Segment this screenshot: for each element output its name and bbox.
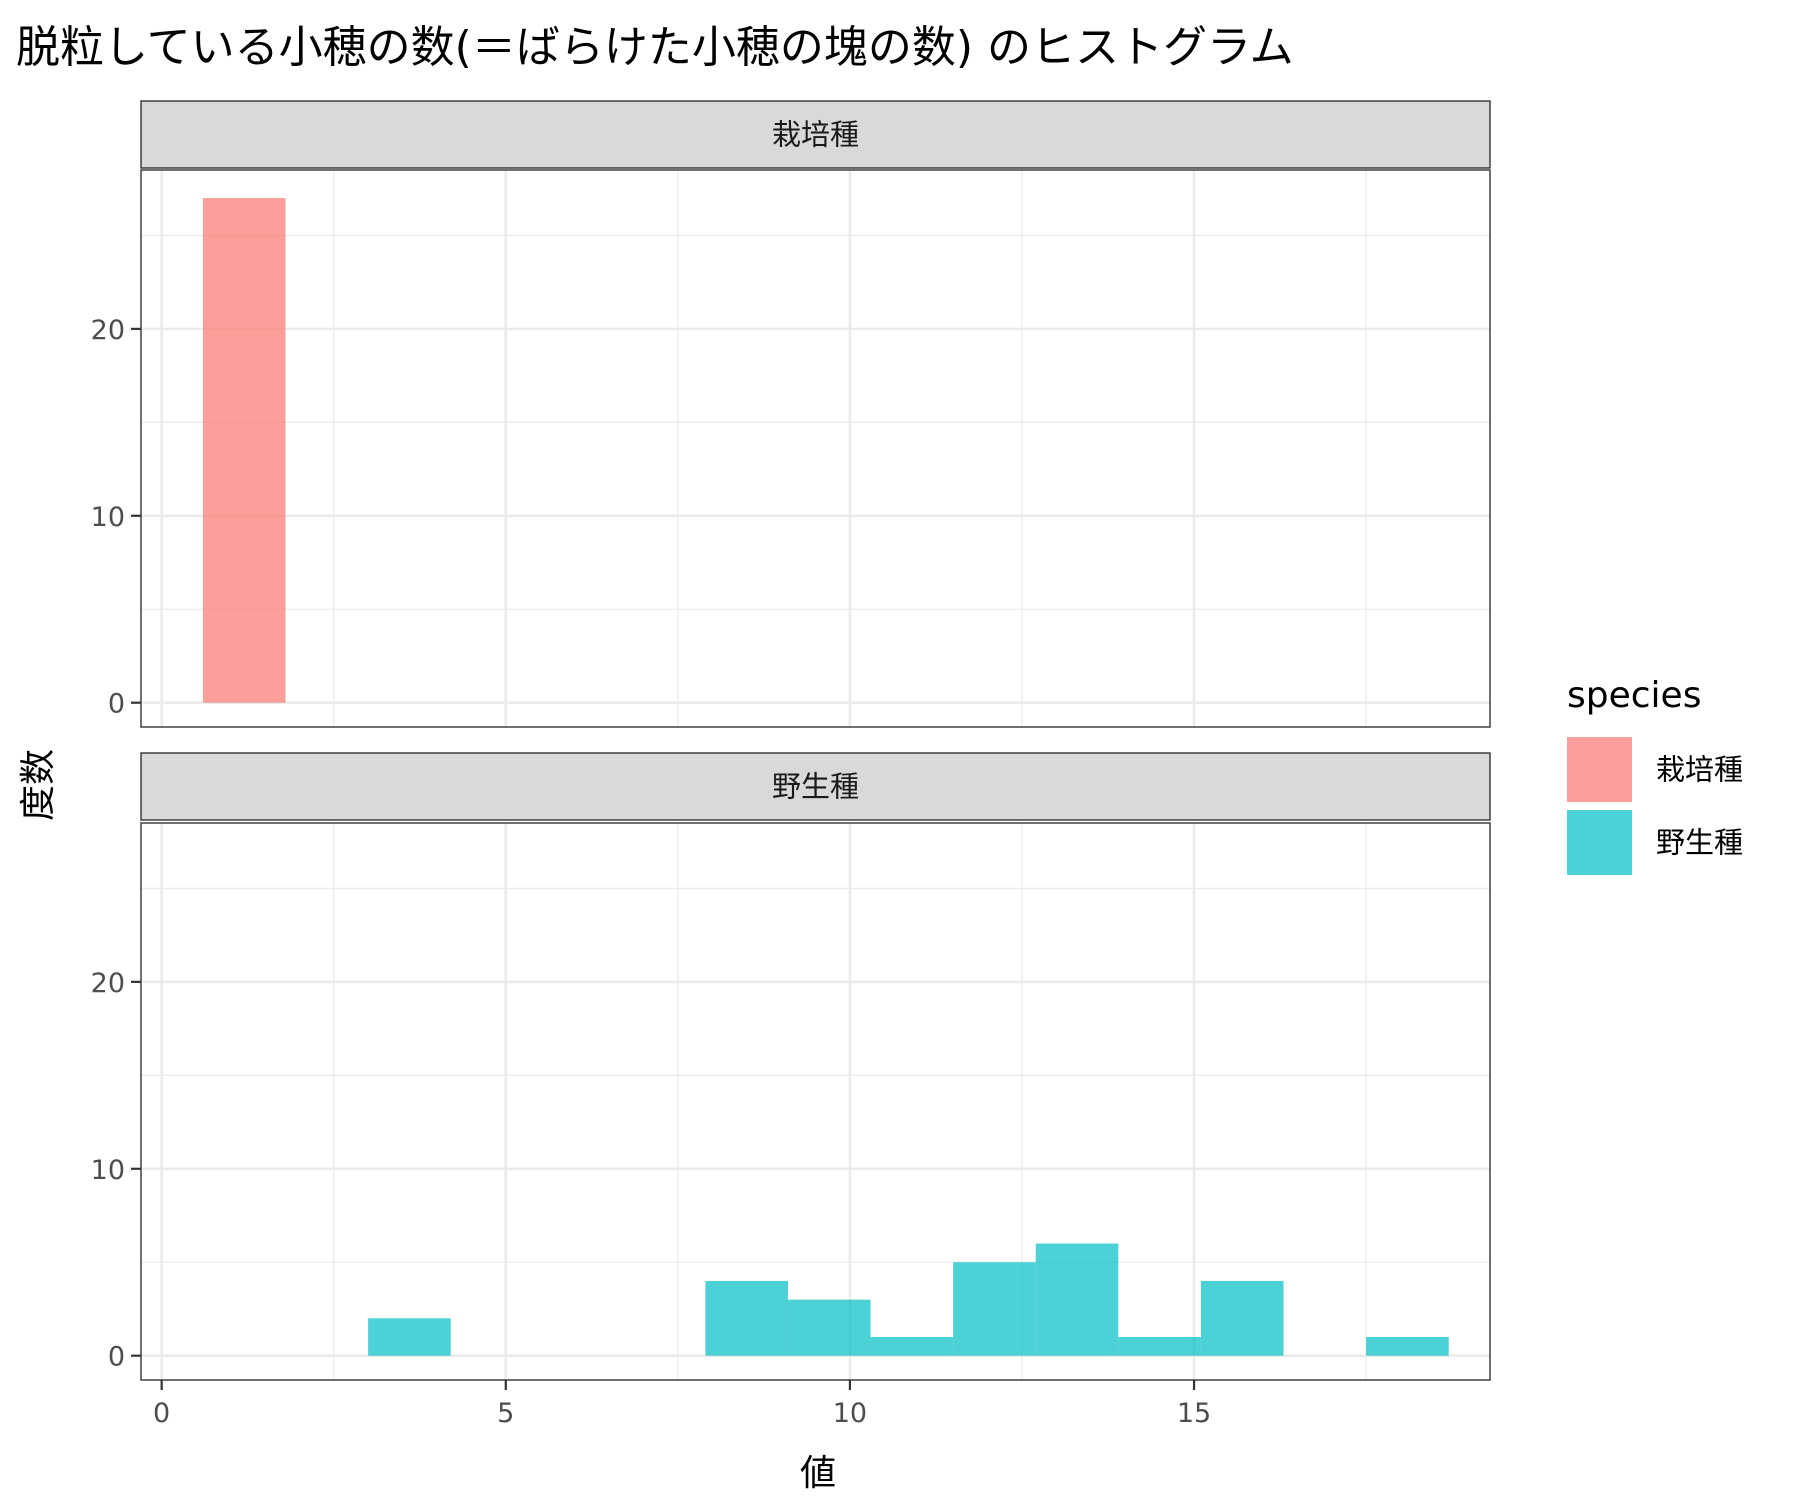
histogram-bar <box>1200 1280 1284 1356</box>
x-tick-label: 10 <box>833 1398 867 1429</box>
facet-strip <box>140 752 1491 821</box>
legend-label: 栽培種 <box>1656 753 1743 787</box>
facet-panel: 栽培種 0 10 20 <box>91 100 1491 728</box>
legend-key-swatch <box>1567 737 1632 802</box>
x-tick-label: 5 <box>497 1398 514 1429</box>
histogram-bar <box>202 198 286 703</box>
histogram-bar <box>870 1337 954 1356</box>
y-tick-label: 20 <box>91 315 125 346</box>
facet-panel: 野生種 0 10 20 0 5 10 15 <box>91 752 1491 1429</box>
histogram-bar <box>705 1280 788 1356</box>
y-tick-label: 10 <box>91 1155 125 1186</box>
x-axis-title: 値 <box>800 1453 836 1494</box>
histogram-bar <box>1366 1337 1449 1356</box>
histogram-bar <box>953 1262 1036 1356</box>
y-tick-label: 10 <box>91 502 125 533</box>
panel-background <box>141 170 1490 727</box>
histogram-bar <box>1118 1337 1201 1356</box>
legend-title: species <box>1567 675 1701 716</box>
y-tick-label: 20 <box>91 968 125 999</box>
legend-key-swatch <box>1567 810 1632 875</box>
facet-panels: 栽培種 0 10 20 野生種 0 10 20 0 5 10 15 <box>91 100 1491 1429</box>
facet-strip-label: 栽培種 <box>772 118 859 152</box>
histogram-bar <box>368 1318 451 1356</box>
y-tick-label: 0 <box>108 1342 125 1373</box>
x-tick-label: 0 <box>153 1398 170 1429</box>
facet-strip <box>140 100 1491 169</box>
y-tick-label: 0 <box>108 689 125 720</box>
chart-title: 脱粒している小穂の数(＝ばらけた小穂の塊の数) のヒストグラム <box>16 22 1294 73</box>
y-axis-title: 度数 <box>18 749 59 821</box>
histogram-bar <box>787 1299 871 1356</box>
histogram-bar <box>1035 1243 1119 1356</box>
panel-border <box>140 822 1491 1381</box>
legend-label: 野生種 <box>1656 826 1743 860</box>
x-tick-label: 15 <box>1177 1398 1211 1429</box>
panel-border <box>140 169 1491 728</box>
facet-strip-label: 野生種 <box>772 770 859 804</box>
panel-background <box>141 823 1490 1380</box>
